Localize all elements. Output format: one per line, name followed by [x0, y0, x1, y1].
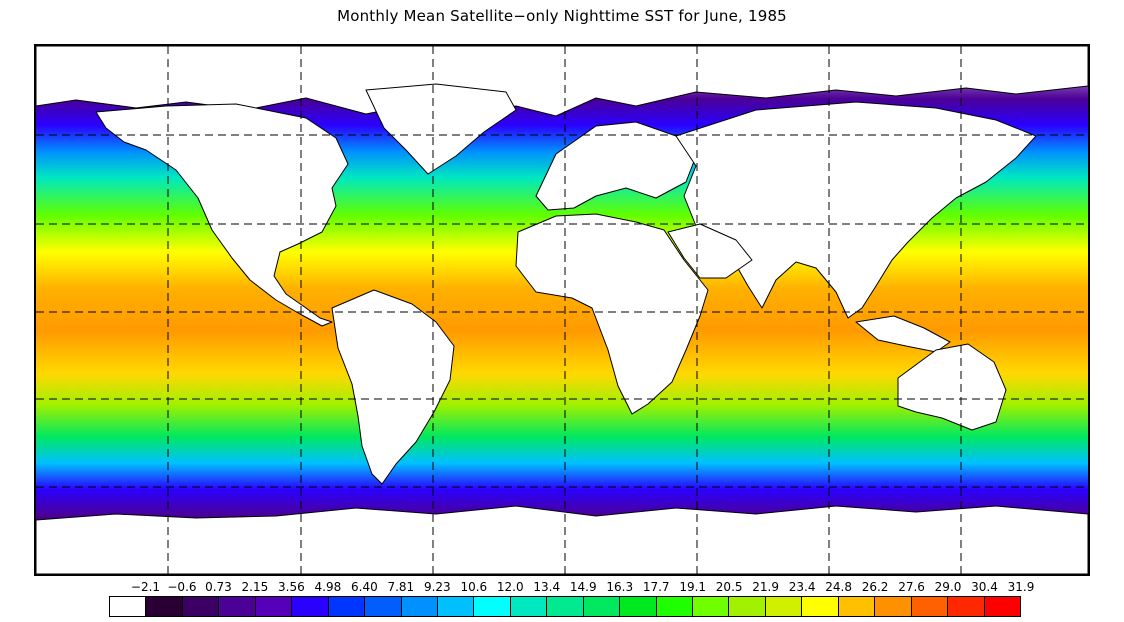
colorbar-tick-label: 0.73	[205, 580, 232, 594]
colorbar-swatch	[365, 597, 402, 616]
colorbar-swatch	[875, 597, 912, 616]
colorbar-swatch	[583, 597, 621, 616]
colorbar-tick-label: 26.2	[861, 580, 889, 594]
colorbar-tick-label: 19.1	[679, 580, 707, 594]
colorbar-tick-label: 29.0	[934, 580, 962, 594]
graticule	[36, 46, 1088, 574]
colorbar-labels: −2.1 −0.6 0.73 2.15 3.56 4.98 6.40 7.81 9.23 10.6…	[90, 580, 1050, 596]
colorbar-tick-label: 24.8	[825, 580, 852, 594]
colorbar-tick-label: −2.1	[130, 580, 161, 594]
sst-map-graphic	[36, 46, 1088, 574]
colorbar-swatch	[620, 597, 657, 616]
arctic-land	[36, 46, 1088, 117]
colorbar-swatch	[474, 597, 511, 616]
colorbar-tick-label: 23.4	[788, 580, 816, 594]
colorbar-tick-label: 14.9	[569, 580, 597, 594]
colorbar-tick-label: 2.15	[241, 580, 269, 594]
colorbar-tick-label: 30.4	[971, 580, 998, 594]
greenland	[365, 83, 517, 175]
colorbar-swatch	[948, 597, 985, 616]
colorbar-swatch	[984, 597, 1020, 616]
north-america	[95, 103, 349, 327]
colorbar-tick-label: 20.5	[715, 580, 743, 594]
colorbar-swatch	[510, 597, 548, 616]
colorbar-swatch	[838, 597, 876, 616]
colorbar-swatch	[255, 597, 293, 616]
colorbar-tick-label: 4.98	[314, 580, 342, 594]
colorbar-tick-label: 12.0	[496, 580, 524, 594]
colorbar-tick-label: 31.9	[1007, 580, 1035, 594]
colorbar-tick-label: 16.3	[606, 580, 634, 594]
colorbar-swatch	[146, 597, 183, 616]
colorbar-swatch	[401, 597, 438, 616]
colorbar-tick-label: 27.6	[898, 580, 925, 594]
colorbar-swatch	[110, 597, 147, 616]
colorbar-tick-label: −0.6	[167, 580, 197, 594]
colorbar-tick-label: 13.4	[533, 580, 561, 594]
australia	[897, 343, 1007, 431]
colorbar-swatch	[911, 597, 949, 616]
colorbar-swatch	[765, 597, 803, 616]
colorbar-swatch	[328, 597, 366, 616]
europe	[535, 121, 697, 211]
colorbar-swatch	[656, 597, 693, 616]
colorbar-tick-label: 3.56	[278, 580, 305, 594]
colorbar-swatch	[729, 597, 766, 616]
colorbar-tick-label: 9.23	[423, 580, 451, 594]
south-america	[331, 289, 455, 485]
colorbar-swatch	[693, 597, 730, 616]
colorbar	[109, 596, 1021, 617]
colorbar-swatch	[802, 597, 839, 616]
africa	[515, 213, 709, 415]
colorbar-swatch	[292, 597, 329, 616]
colorbar-swatch	[547, 597, 584, 616]
arabian-peninsula	[667, 223, 753, 279]
colorbar-swatch	[219, 597, 256, 616]
colorbar-tick-label: 21.9	[752, 580, 779, 594]
colorbar-tick-label: 10.6	[460, 580, 488, 594]
colorbar-swatch	[182, 597, 220, 616]
maritime-southeast-asia	[855, 315, 951, 353]
colorbar-tick-label: 17.7	[642, 580, 670, 594]
colorbar-swatch	[437, 597, 475, 616]
colorbar-tick-label: 6.40	[351, 580, 378, 594]
antarctica	[36, 505, 1088, 574]
colorbar-tick-label: 7.81	[387, 580, 415, 594]
sst-map	[34, 44, 1090, 576]
map-title: Monthly Mean Satellite−only Nighttime SS…	[337, 7, 787, 25]
